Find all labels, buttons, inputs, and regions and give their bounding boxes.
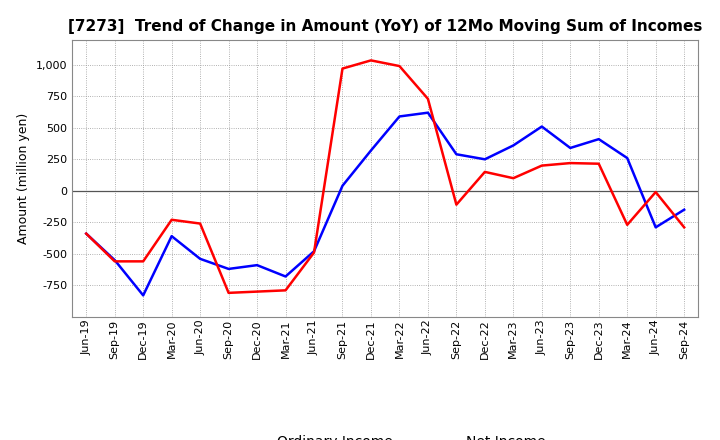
Net Income — [253, 289, 261, 294]
Ordinary Income — [225, 266, 233, 271]
Net Income — [395, 63, 404, 69]
Ordinary Income — [680, 207, 688, 213]
Net Income — [167, 217, 176, 222]
Ordinary Income — [310, 249, 318, 254]
Net Income — [338, 66, 347, 71]
Net Income — [566, 161, 575, 166]
Net Income — [509, 176, 518, 181]
Ordinary Income — [452, 152, 461, 157]
Y-axis label: Amount (million yen): Amount (million yen) — [17, 113, 30, 244]
Net Income — [452, 202, 461, 207]
Net Income — [82, 231, 91, 236]
Ordinary Income — [566, 145, 575, 150]
Ordinary Income — [338, 183, 347, 188]
Ordinary Income — [595, 136, 603, 142]
Net Income — [139, 259, 148, 264]
Net Income — [196, 221, 204, 226]
Ordinary Income — [423, 110, 432, 115]
Line: Ordinary Income: Ordinary Income — [86, 113, 684, 295]
Net Income — [423, 96, 432, 102]
Ordinary Income — [282, 274, 290, 279]
Ordinary Income — [509, 143, 518, 148]
Ordinary Income — [480, 157, 489, 162]
Net Income — [652, 189, 660, 194]
Ordinary Income — [167, 234, 176, 239]
Ordinary Income — [196, 256, 204, 261]
Ordinary Income — [366, 148, 375, 153]
Net Income — [680, 225, 688, 230]
Title: [7273]  Trend of Change in Amount (YoY) of 12Mo Moving Sum of Incomes: [7273] Trend of Change in Amount (YoY) o… — [68, 19, 703, 34]
Net Income — [537, 163, 546, 168]
Net Income — [480, 169, 489, 175]
Ordinary Income — [82, 231, 91, 236]
Legend: Ordinary Income, Net Income: Ordinary Income, Net Income — [219, 429, 552, 440]
Line: Net Income: Net Income — [86, 60, 684, 293]
Net Income — [310, 250, 318, 255]
Net Income — [366, 58, 375, 63]
Net Income — [110, 259, 119, 264]
Ordinary Income — [139, 293, 148, 298]
Ordinary Income — [110, 257, 119, 263]
Net Income — [225, 290, 233, 296]
Ordinary Income — [537, 124, 546, 129]
Ordinary Income — [623, 155, 631, 161]
Ordinary Income — [652, 225, 660, 230]
Ordinary Income — [395, 114, 404, 119]
Net Income — [595, 161, 603, 166]
Net Income — [282, 288, 290, 293]
Net Income — [623, 222, 631, 227]
Ordinary Income — [253, 263, 261, 268]
